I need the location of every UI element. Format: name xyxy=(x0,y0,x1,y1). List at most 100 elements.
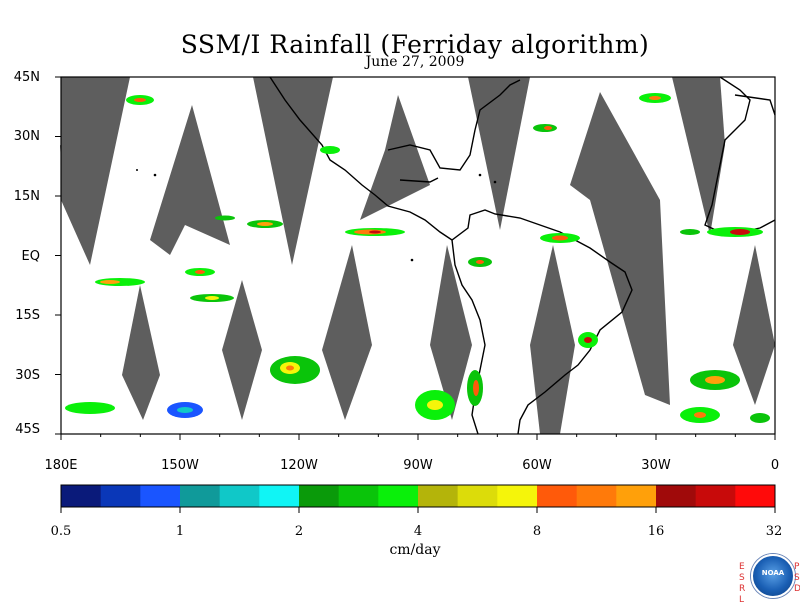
colorbar-tick-label: 32 xyxy=(765,524,783,539)
coastline-americas-east xyxy=(269,76,633,435)
colorbar-swatch xyxy=(418,485,459,507)
swath xyxy=(150,105,230,255)
noaa-logo: NOAA xyxy=(751,554,795,598)
rain-cluster-south-atlantic-4 xyxy=(750,413,770,423)
swath xyxy=(672,77,725,235)
rain-cluster-itcz-5 xyxy=(95,278,145,286)
logo-right-text: PSD xyxy=(794,562,800,595)
rain-cluster-atlantic-2 xyxy=(707,227,763,237)
rain-cluster-atlantic-3 xyxy=(680,229,700,235)
rain-cluster-north-atlantic xyxy=(639,93,671,103)
colorbar-tick-label: 2 xyxy=(294,524,304,539)
swath xyxy=(322,245,372,420)
rain-cluster-south-pacific-1 xyxy=(270,356,320,384)
chart-subtitle: June 27, 2009 xyxy=(365,54,465,70)
colorbar-swatch xyxy=(180,485,221,507)
logo-left-letters: ESRL xyxy=(739,562,746,605)
rain-cluster-south-atlantic-1 xyxy=(578,332,598,348)
rain-cluster-east-us xyxy=(533,124,557,132)
colorbar-swatch xyxy=(219,485,260,507)
colorbar-units: cm/day xyxy=(389,542,441,558)
map-panel xyxy=(55,76,776,440)
rain-cluster-north-pacific xyxy=(126,95,154,105)
lon-label: 30W xyxy=(641,458,671,473)
colorbar-swatch xyxy=(576,485,617,507)
island xyxy=(153,173,157,177)
lat-label: EQ xyxy=(21,249,40,264)
rain-cluster-atlantic-1 xyxy=(540,233,580,243)
rain-cluster-itcz-1 xyxy=(345,228,405,236)
colorbar-swatch xyxy=(140,485,181,507)
map-frame xyxy=(60,76,776,435)
rain-patches xyxy=(65,93,770,423)
rain-cluster-south-pacific-3 xyxy=(65,402,115,414)
swath xyxy=(530,245,575,434)
colorbar-swatch xyxy=(695,485,736,507)
colorbar-swatch xyxy=(735,485,776,507)
lat-label: 15N xyxy=(13,189,40,204)
colorbar-swatch xyxy=(299,485,340,507)
swath xyxy=(222,280,262,420)
lon-label: 60W xyxy=(522,458,552,473)
swath xyxy=(360,95,430,220)
coastline-iberia xyxy=(734,94,776,116)
coastline-gulf-mexico xyxy=(387,79,521,171)
lon-label: 90W xyxy=(403,458,433,473)
rain-cluster-itcz-3 xyxy=(215,215,235,221)
colorbar-swatch xyxy=(100,485,141,507)
colorbar-swatch xyxy=(537,485,578,507)
lon-label: 120W xyxy=(280,458,318,473)
coastline-cuba xyxy=(399,177,439,183)
island xyxy=(493,180,497,184)
rain-cluster-south-pacific-2 xyxy=(167,402,203,418)
lon-label: 0 xyxy=(770,458,780,473)
colorbar-tick-label: 8 xyxy=(532,524,542,539)
lat-label: 45S xyxy=(15,422,40,437)
rain-cluster-itcz-6 xyxy=(190,294,234,302)
rain-cluster-gulf xyxy=(320,146,340,154)
colorbar-tick-label: 4 xyxy=(413,524,423,539)
swath xyxy=(253,77,333,265)
lat-label: 30N xyxy=(13,129,40,144)
swath xyxy=(468,77,530,230)
rain-cluster-chile xyxy=(415,370,483,420)
colorbar-swatch xyxy=(259,485,300,507)
rain-cluster-sa-interior xyxy=(468,257,492,267)
colorbar-swatch xyxy=(378,485,419,507)
island xyxy=(478,173,482,177)
swath xyxy=(61,77,130,265)
logo-left-text: ESRL xyxy=(739,562,747,606)
lon-label: 180E xyxy=(44,458,78,473)
rain-cluster-south-atlantic-3 xyxy=(680,407,720,423)
islands xyxy=(136,169,497,262)
swath xyxy=(733,245,775,405)
lon-label: 150W xyxy=(161,458,199,473)
rain-cluster-itcz-2 xyxy=(247,220,283,228)
lat-label: 30S xyxy=(15,368,40,383)
lat-label: 45N xyxy=(13,70,40,85)
rain-cluster-south-atlantic-2 xyxy=(690,370,740,390)
colorbar-swatch xyxy=(338,485,379,507)
rain-cluster-itcz-4 xyxy=(185,268,215,276)
colorbar-swatch xyxy=(497,485,538,507)
lat-label: 15S xyxy=(15,308,40,323)
colorbar-swatch xyxy=(61,485,102,507)
no-data-swaths xyxy=(60,77,775,434)
swath xyxy=(122,285,160,420)
chart-title: SSM/I Rainfall (Ferriday algorithm) xyxy=(180,30,650,59)
colorbar-tick-label: 16 xyxy=(647,524,665,539)
logo-right-letters: PSD xyxy=(794,562,800,594)
coastlines xyxy=(269,76,776,435)
swath xyxy=(570,92,670,405)
swath xyxy=(60,145,75,170)
colorbar-swatch xyxy=(457,485,498,507)
colorbar xyxy=(60,484,776,513)
noaa-logo-text: NOAA xyxy=(761,569,785,577)
colorbar-swatch xyxy=(656,485,697,507)
island xyxy=(410,258,414,262)
colorbar-tick-label: 1 xyxy=(175,524,185,539)
colorbar-tick-label: 0.5 xyxy=(50,524,72,539)
swath xyxy=(430,245,472,420)
island xyxy=(136,169,138,171)
